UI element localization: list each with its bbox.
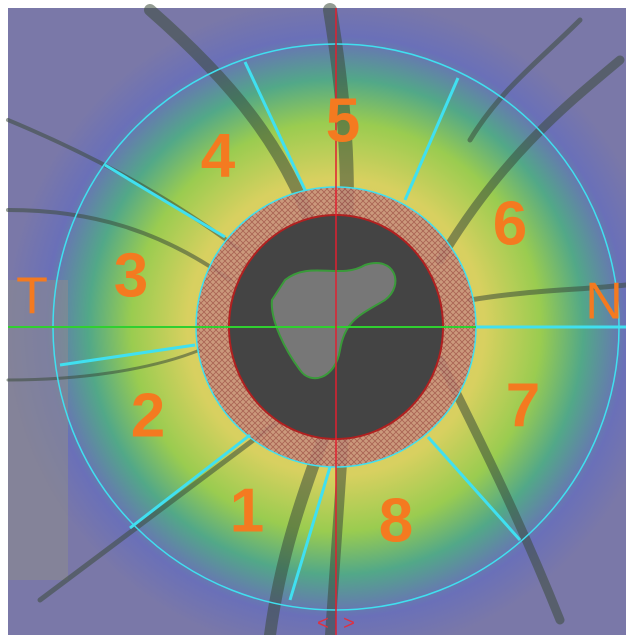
sector-label: 3 (114, 241, 148, 310)
sector-label: 8 (379, 486, 413, 555)
nasal-label: N (585, 273, 623, 331)
labels: 1 2 3 4 5 6 7 8 T N < > (16, 86, 623, 634)
sector-label: 6 (493, 189, 527, 258)
sector-label: 4 (201, 121, 236, 190)
sector-label: 7 (506, 371, 540, 440)
sector-label: 1 (230, 476, 264, 545)
image (6, 3, 626, 635)
grid-overlay (8, 8, 626, 635)
arrow-right[interactable]: > (343, 612, 355, 634)
sector-label: 2 (131, 381, 165, 450)
temporal-label: T (16, 268, 48, 326)
sector-label: 5 (326, 86, 360, 155)
arrow-left[interactable]: < (317, 612, 329, 634)
